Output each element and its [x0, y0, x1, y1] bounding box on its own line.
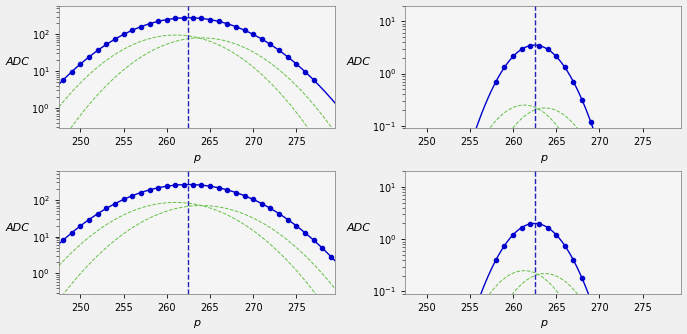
Y-axis label: ADC: ADC: [346, 222, 370, 232]
Y-axis label: ADC: ADC: [346, 57, 370, 67]
X-axis label: p: p: [194, 318, 201, 328]
Y-axis label: ADC: ADC: [5, 57, 30, 67]
X-axis label: p: p: [194, 153, 201, 163]
X-axis label: p: p: [540, 153, 547, 163]
X-axis label: p: p: [540, 318, 547, 328]
Y-axis label: ADC: ADC: [5, 222, 30, 232]
